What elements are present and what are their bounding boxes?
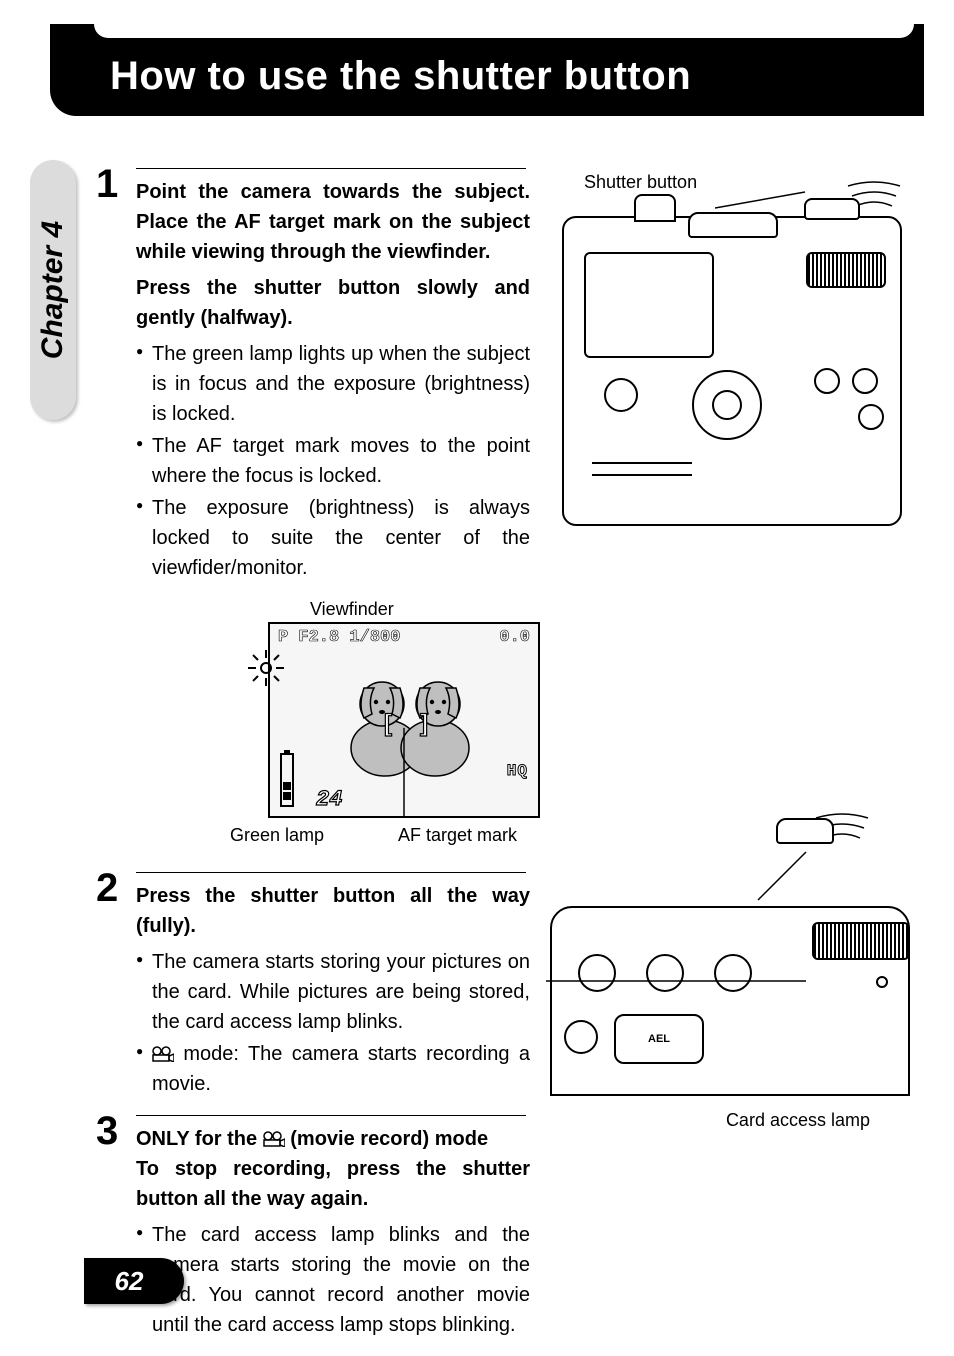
af-target-label: AF target mark xyxy=(398,825,517,846)
vf-shutter: 1/800 xyxy=(349,628,400,647)
vf-mode-aperture-shutter: P F2.8 1/800 xyxy=(278,628,400,647)
step1-p2: Press the shutter button slowly and gent… xyxy=(136,273,530,333)
step2-p1: Press the shutter button all the way (fu… xyxy=(136,881,530,941)
bullet: The AF target mark moves to the point wh… xyxy=(136,431,530,491)
page-number: 62 xyxy=(84,1258,184,1304)
af-target-mark-icon: [ ] xyxy=(384,710,428,746)
bullet: The green lamp lights up when the subjec… xyxy=(136,339,530,429)
rule xyxy=(136,1115,526,1116)
bullet: The card access lamp blinks and the came… xyxy=(136,1220,530,1340)
command-dial-icon xyxy=(812,922,910,960)
leader-line-icon xyxy=(752,846,812,906)
camera-back-icon xyxy=(562,216,902,526)
step-number: 2 xyxy=(96,866,118,911)
bracket-left-icon: [ xyxy=(384,710,392,738)
viewfinder-overlay-top: P F2.8 1/800 0.0 xyxy=(270,624,538,647)
card-access-lamp-icon xyxy=(876,976,888,988)
title-banner: How to use the shutter button xyxy=(50,24,924,116)
vf-count: 24 xyxy=(316,787,342,812)
mode-knob-icon xyxy=(646,954,684,992)
focus-sun-icon xyxy=(246,648,286,688)
chapter-label: Chapter 4 xyxy=(36,221,70,359)
card-access-lamp-label: Card access lamp xyxy=(726,1110,870,1131)
button-icon xyxy=(852,368,878,394)
vf-mode: P xyxy=(278,628,288,647)
round-button-icon xyxy=(564,1020,598,1054)
mode-knob-icon xyxy=(714,954,752,992)
dpad-center-icon xyxy=(712,390,742,420)
ael-label: AEL xyxy=(648,1033,670,1045)
mode-knob-icon xyxy=(578,954,616,992)
viewfinder-box: P F2.8 1/800 0.0 xyxy=(268,622,540,818)
rule xyxy=(136,872,526,873)
t: ONLY for the xyxy=(136,1128,263,1150)
camera-hump-icon xyxy=(634,194,676,222)
step-2: 2 Press the shutter button all the way (… xyxy=(100,872,530,1099)
camera-back-figure: Shutter button xyxy=(550,216,920,526)
shutter-button-icon xyxy=(776,818,834,844)
step1-p1: Point the camera towards the subject. Pl… xyxy=(136,177,530,267)
step2-bullets: The camera starts storing your pictures … xyxy=(136,947,530,1099)
bracket-right-icon: ] xyxy=(420,710,428,738)
lcd-icon xyxy=(584,252,714,358)
movie-icon xyxy=(263,1131,285,1147)
bullet: mode: The camera starts recording a movi… xyxy=(136,1039,530,1099)
bullet: The camera starts storing your pictures … xyxy=(136,947,530,1037)
vf-aperture: F2.8 xyxy=(298,628,339,647)
step3-p2: To stop recording, press the shutter but… xyxy=(136,1154,530,1214)
movie-icon xyxy=(152,1046,174,1062)
step3-bullets: The card access lamp blinks and the came… xyxy=(136,1220,530,1340)
content: 1 Point the camera towards the subject. … xyxy=(100,168,920,1356)
step-3: 3 ONLY for the (movie record) mode To st… xyxy=(100,1115,530,1340)
button-icon xyxy=(858,404,884,430)
step3-p1: ONLY for the (movie record) mode xyxy=(136,1124,530,1154)
button-icon xyxy=(814,368,840,394)
page: How to use the shutter button Chapter 4 … xyxy=(0,0,954,1346)
viewfinder-label: Viewfinder xyxy=(310,599,530,620)
left-column: 1 Point the camera towards the subject. … xyxy=(100,168,530,1356)
button-icon xyxy=(604,378,638,412)
bullet: The exposure (brightness) is always lock… xyxy=(136,493,530,583)
shutter-button-icon xyxy=(804,198,860,220)
rule xyxy=(136,168,526,169)
page-title: How to use the shutter button xyxy=(110,54,691,99)
step-number: 1 xyxy=(96,162,118,207)
green-lamp-label: Green lamp xyxy=(230,825,324,846)
ael-button-icon: AEL xyxy=(614,1014,704,1064)
bullet-text: mode: The camera starts recording a movi… xyxy=(152,1043,530,1095)
banner-notch xyxy=(94,24,914,38)
shutter-button-label: Shutter button xyxy=(584,172,697,193)
right-column: Shutter button xyxy=(550,168,920,526)
grip-icon xyxy=(592,462,692,476)
vf-quality: HQ xyxy=(507,762,528,780)
step-number: 3 xyxy=(96,1109,118,1154)
viewfinder-figure: Viewfinder P F2.8 1/800 0.0 xyxy=(220,599,530,818)
chapter-tab: Chapter 4 xyxy=(30,160,76,420)
step1-bullets: The green lamp lights up when the subjec… xyxy=(136,339,530,583)
page-number-badge: 62 xyxy=(84,1258,184,1304)
camera-top-figure: AEL Card access lamp xyxy=(550,826,910,1106)
row-1: 1 Point the camera towards the subject. … xyxy=(100,168,920,1356)
leader-line-icon xyxy=(546,976,806,986)
step-1: 1 Point the camera towards the subject. … xyxy=(100,168,530,583)
vf-ev: 0.0 xyxy=(499,628,530,647)
viewfinder-hump-icon xyxy=(688,212,778,238)
command-dial-icon xyxy=(806,252,886,288)
t: (movie record) mode xyxy=(285,1128,488,1150)
battery-icon xyxy=(278,748,296,808)
